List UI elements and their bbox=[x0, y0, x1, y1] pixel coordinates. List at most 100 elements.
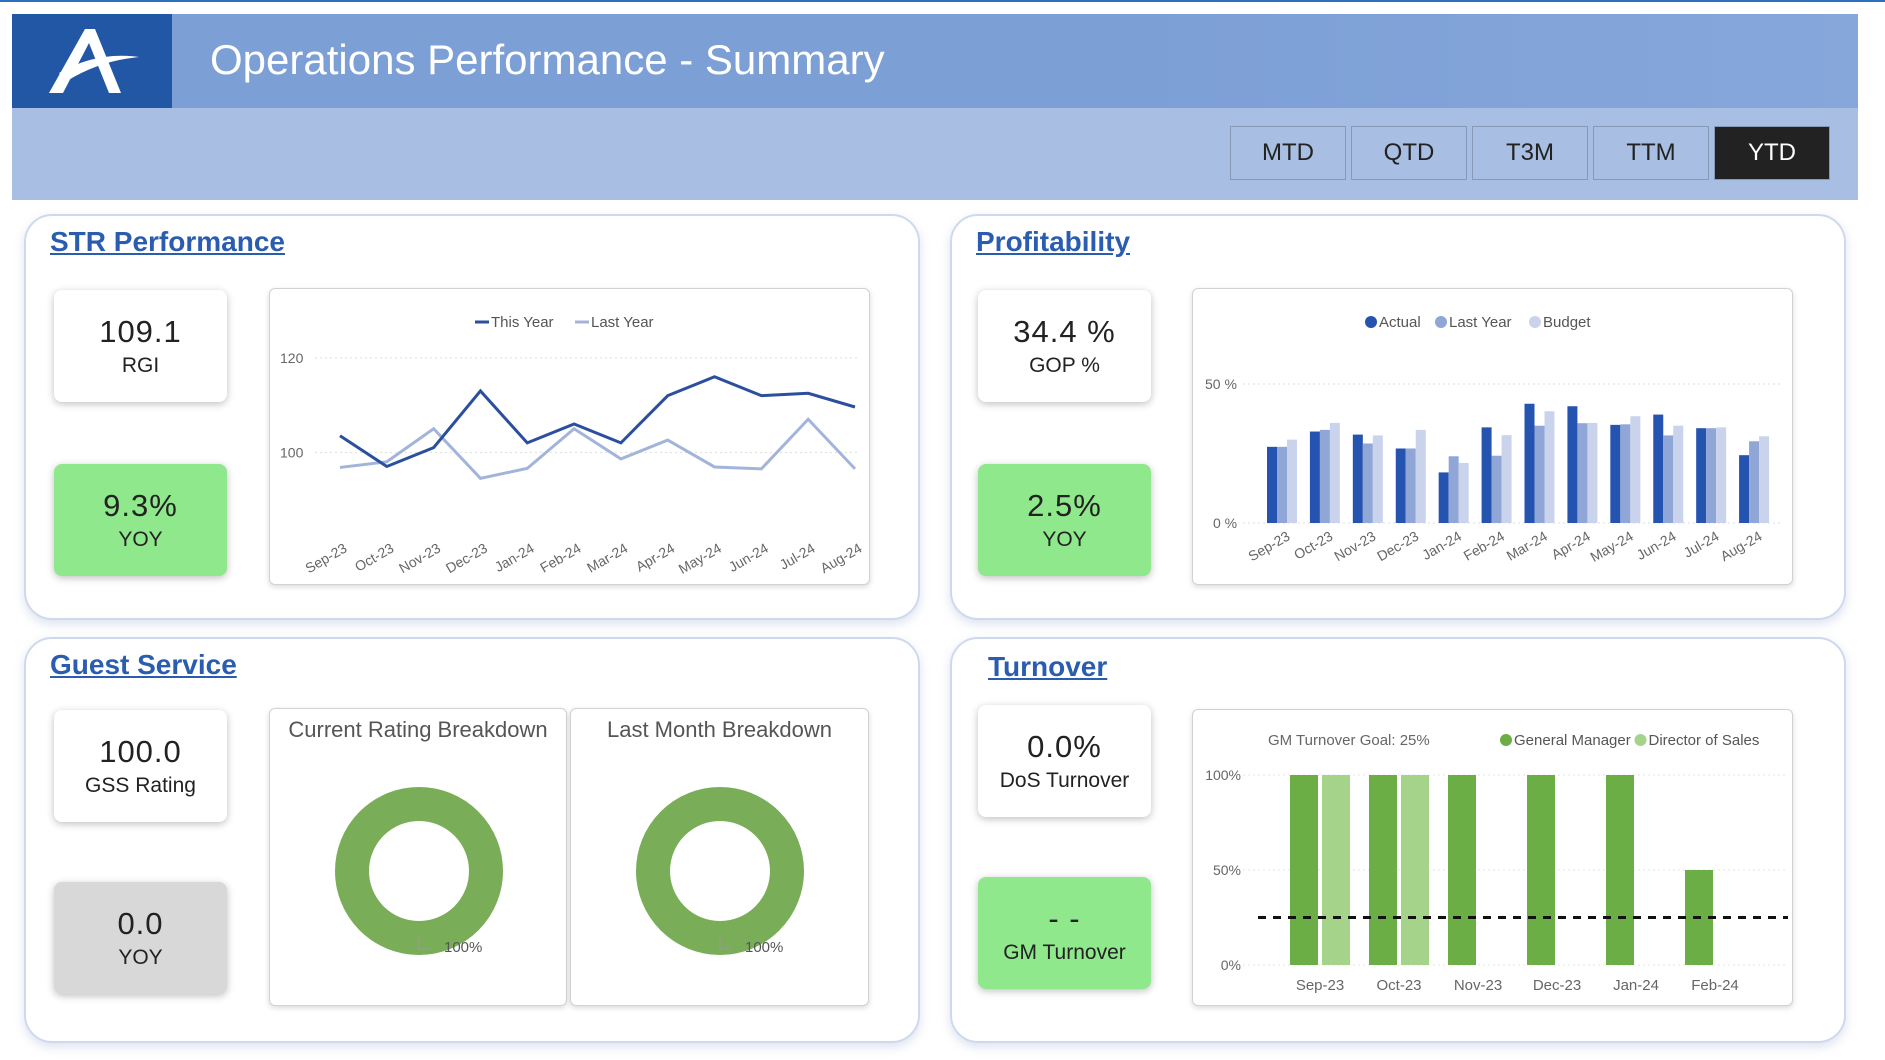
y-tick-label: 0 % bbox=[1213, 515, 1237, 531]
bar-last-year bbox=[1577, 423, 1588, 523]
str-yoy-value: 9.3% bbox=[103, 488, 178, 523]
legend-swatch bbox=[1365, 316, 1377, 328]
bar-budget bbox=[1673, 425, 1684, 523]
leader-line bbox=[418, 938, 430, 950]
donut-label: 100% bbox=[444, 939, 483, 956]
y-tick-label: 120 bbox=[280, 350, 304, 366]
filter-ttm-button[interactable]: TTM bbox=[1593, 126, 1709, 180]
filter-mtd-button[interactable]: MTD bbox=[1230, 126, 1346, 180]
gm-turnover-value: - - bbox=[1048, 901, 1081, 936]
x-tick-label: Dec-23 bbox=[1374, 528, 1421, 565]
bar-general-manager bbox=[1448, 775, 1476, 965]
legend-swatch bbox=[1435, 316, 1447, 328]
rgi-label: RGI bbox=[121, 354, 160, 377]
bar-general-manager bbox=[1369, 775, 1397, 965]
rgi-value: 109.1 bbox=[99, 314, 182, 349]
gop-card: 34.4 % GOP % bbox=[978, 290, 1151, 402]
bar-last-year bbox=[1405, 448, 1416, 523]
profitability-title[interactable]: Profitability bbox=[976, 226, 1131, 257]
x-tick-label: May-24 bbox=[676, 540, 725, 577]
bar-budget bbox=[1287, 439, 1297, 523]
x-tick-label: May-24 bbox=[1587, 528, 1636, 565]
profit-yoy-label: YOY bbox=[1042, 528, 1087, 551]
legend-label: This Year bbox=[491, 314, 554, 331]
donut-label: 100% bbox=[745, 939, 784, 956]
bar-actual bbox=[1352, 434, 1363, 523]
str-yoy-card: 9.3% YOY bbox=[54, 464, 227, 576]
bar-actual bbox=[1567, 406, 1578, 523]
donut-chart bbox=[636, 787, 804, 955]
x-tick-label: Feb-24 bbox=[537, 540, 584, 576]
turnover-bar-chart: 0% 50% 100% GM Turnover Goal: 25% General Ma… bbox=[1192, 709, 1793, 1006]
current-rating-donut-card: Current Rating Breakdown 100% bbox=[269, 708, 567, 1006]
guest-service-title[interactable]: Guest Service bbox=[50, 649, 237, 680]
gss-label: GSS Rating bbox=[85, 774, 196, 797]
guest-yoy-label: YOY bbox=[118, 946, 163, 969]
legend-label: Budget bbox=[1543, 314, 1591, 331]
turnover-bar-chart-svg: 0% 50% 100% GM Turnover Goal: 25% General Ma… bbox=[1205, 732, 1788, 994]
bar-actual bbox=[1481, 427, 1492, 523]
x-tick-label: Oct-23 bbox=[352, 540, 397, 575]
bar-general-manager bbox=[1527, 775, 1555, 965]
bar-last-year bbox=[1620, 424, 1631, 523]
dos-turnover-value: 0.0% bbox=[1027, 729, 1102, 764]
x-tick-label: Nov-23 bbox=[396, 540, 443, 577]
bar-last-year bbox=[1663, 435, 1674, 523]
x-tick-label: Jul-24 bbox=[1681, 528, 1722, 561]
filter-t3m-button[interactable]: T3M bbox=[1472, 126, 1588, 180]
last-month-donut-card: Last Month Breakdown 100% bbox=[570, 708, 869, 1006]
y-tick-label: 0% bbox=[1221, 957, 1241, 973]
gm-turnover-label: GM Turnover bbox=[1003, 941, 1126, 964]
bar-last-year bbox=[1319, 429, 1330, 523]
turnover-panel: Turnover 0.0% DoS Turnover - - GM Turnov… bbox=[950, 637, 1846, 1043]
bar-general-manager bbox=[1290, 775, 1318, 965]
dos-turnover-label: DoS Turnover bbox=[999, 769, 1130, 792]
bar-actual bbox=[1309, 431, 1320, 523]
turnover-title[interactable]: Turnover bbox=[988, 651, 1108, 682]
donut-slice bbox=[335, 787, 503, 955]
bar-budget bbox=[1415, 429, 1426, 523]
bar-last-year bbox=[1362, 443, 1373, 523]
x-tick-label: Jun-24 bbox=[1634, 528, 1679, 563]
x-tick-label: Sep-23 bbox=[302, 540, 349, 577]
profit-yoy-card: 2.5% YOY bbox=[978, 464, 1151, 576]
gss-value: 100.0 bbox=[99, 734, 182, 769]
filter-qtd-button[interactable]: QTD bbox=[1351, 126, 1467, 180]
goal-label: GM Turnover Goal: 25% bbox=[1268, 732, 1430, 749]
gop-label: GOP % bbox=[1029, 354, 1100, 377]
str-line-chart-svg: 100 120 This Year Last Year Sep-23 Oct-23 Nov-… bbox=[280, 314, 865, 577]
donut-title: Last Month Breakdown bbox=[606, 717, 833, 742]
legend-label: Last Year bbox=[591, 314, 654, 331]
gop-bar-chart-svg: 50 % 0 % Actual Last Year Budget Sep-23Oct-23… bbox=[1205, 314, 1783, 565]
bar-actual bbox=[1696, 428, 1707, 523]
bar-actual bbox=[1524, 403, 1535, 523]
bar-budget bbox=[1587, 422, 1598, 523]
company-logo bbox=[12, 14, 172, 108]
legend-swatch bbox=[1529, 316, 1541, 328]
str-performance-panel: STR Performance 109.1 RGI 9.3% YOY 100 12… bbox=[24, 214, 920, 620]
page-title: Operations Performance - Summary bbox=[210, 36, 885, 83]
guest-yoy-value: 0.0 bbox=[117, 906, 164, 941]
header-bar: Operations Performance - Summary bbox=[12, 14, 1858, 108]
x-tick-label: Feb-24 bbox=[1461, 528, 1508, 564]
x-tick-label: Oct-23 bbox=[1291, 528, 1336, 563]
x-tick-label: Sep-23 bbox=[1296, 977, 1344, 994]
x-tick-label: Apr-24 bbox=[1549, 528, 1594, 563]
x-tick-label: Sep-23 bbox=[1245, 528, 1292, 565]
logo-icon bbox=[49, 29, 139, 93]
str-title[interactable]: STR Performance bbox=[50, 226, 285, 257]
donut-slice bbox=[636, 787, 804, 955]
bar-actual bbox=[1267, 446, 1277, 523]
bar-actual bbox=[1438, 472, 1449, 523]
x-tick-label: Aug-24 bbox=[817, 540, 864, 577]
bar-budget bbox=[1630, 416, 1641, 523]
filter-ytd-button[interactable]: YTD bbox=[1714, 126, 1830, 180]
y-tick-label: 100 bbox=[280, 444, 304, 460]
x-tick-label: Jul-24 bbox=[777, 540, 818, 573]
bar-last-year bbox=[1749, 441, 1760, 523]
bar-budget bbox=[1458, 462, 1469, 523]
bar-actual bbox=[1653, 414, 1664, 523]
legend-swatch bbox=[1500, 734, 1512, 746]
x-tick-label: Jan-24 bbox=[492, 540, 537, 575]
bar-last-year bbox=[1448, 456, 1459, 523]
